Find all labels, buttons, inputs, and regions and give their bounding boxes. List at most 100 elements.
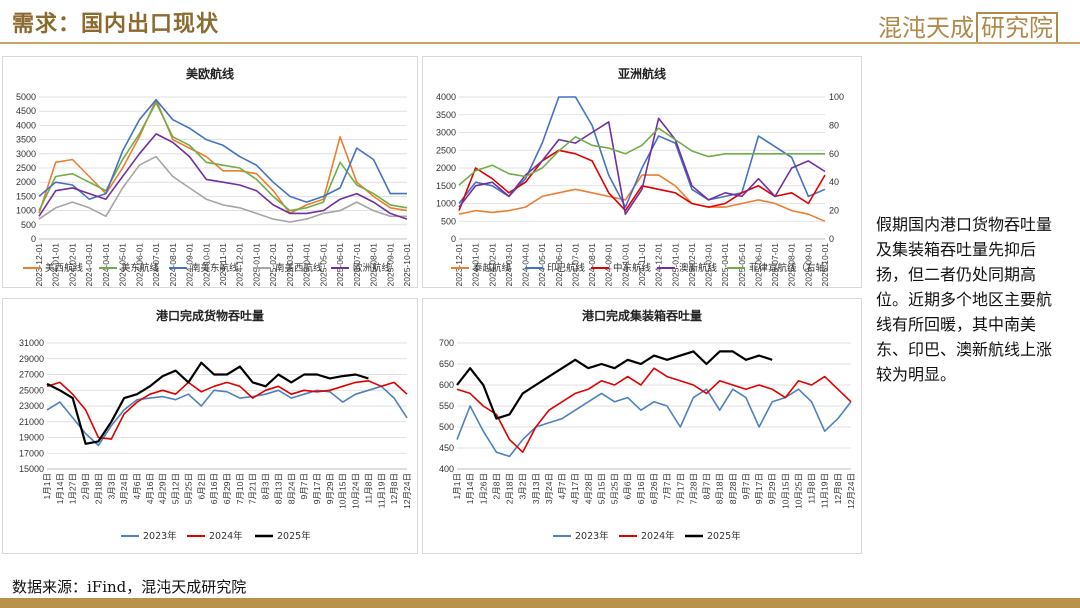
- x-tick-label: 5月12日: [171, 473, 181, 504]
- x-tick-label: 11月19日: [376, 473, 386, 508]
- legend-label: 2025年: [707, 530, 741, 542]
- x-tick-label: 12月8日: [389, 473, 399, 504]
- x-tick-label: 2024-10-01: [620, 243, 630, 287]
- y-tick-label: 3000: [16, 149, 36, 159]
- y-tick-label: 0: [451, 234, 456, 244]
- y-tick-label: 29000: [19, 354, 44, 364]
- x-tick-label: 3月24日: [544, 473, 554, 504]
- y-tick-label: 25000: [19, 385, 44, 395]
- series-line: [38, 101, 408, 212]
- x-tick-label: 4月29日: [158, 473, 168, 504]
- header-divider: [0, 42, 1080, 44]
- x-tick-label: 1月27日: [68, 473, 78, 504]
- y-tick-label: 4500: [16, 106, 36, 116]
- series-line: [458, 117, 826, 215]
- x-tick-label: 3月24日: [119, 473, 129, 504]
- series-line: [46, 361, 369, 445]
- x-tick-label: 2024-11-01: [218, 243, 228, 286]
- chart-svg: 0 500 1000 1500 2000 2500 3000 3500 4000 4500 5000…: [16, 92, 412, 287]
- legend-label: 南美西航线: [275, 262, 323, 274]
- chart-title: 美欧航线: [185, 67, 234, 81]
- x-tick-label: 4月6日: [132, 473, 142, 499]
- x-tick-label: 12月24日: [402, 473, 412, 509]
- y-tick-label: 3500: [16, 135, 36, 145]
- x-tick-label: 2025-02-01: [268, 243, 278, 287]
- y-tick-label: 5000: [16, 92, 36, 102]
- x-tick-label: 11月19日: [820, 473, 830, 508]
- y-tick-label: 500: [441, 216, 456, 226]
- chart-title: 亚洲航线: [617, 67, 666, 81]
- x-tick-label: 10月15日: [338, 473, 348, 509]
- x-tick-label: 2月9日: [81, 473, 91, 499]
- x-tick-label: 9月29日: [767, 473, 777, 504]
- y2-tick-label: 60: [829, 149, 839, 159]
- legend-label: 2024年: [209, 530, 243, 542]
- x-tick-label: 6月16日: [636, 473, 646, 504]
- x-tick-label: 2024-06-01: [134, 243, 144, 287]
- series-line: [458, 174, 826, 223]
- y-tick-label: 2500: [436, 145, 456, 155]
- x-tick-label: 8月3日: [261, 473, 271, 499]
- x-tick-label: 2025-04-01: [720, 243, 730, 287]
- footer-bar: [0, 598, 1080, 608]
- x-tick-label: 6月26日: [649, 473, 659, 504]
- x-tick-label: 2024-08-01: [168, 243, 178, 287]
- y-tick-label: 400: [439, 464, 454, 474]
- x-tick-label: 2025-07-01: [352, 243, 362, 287]
- y2-tick-label: 80: [829, 120, 839, 130]
- x-tick-label: 2025-10-01: [820, 243, 830, 287]
- y-tick-label: 2000: [436, 163, 456, 173]
- series-line: [456, 350, 773, 420]
- x-tick-label: 8月13日: [273, 473, 283, 504]
- x-tick-label: 6月2日: [196, 473, 206, 499]
- y-tick-label: 1500: [436, 181, 456, 191]
- y-tick-label: 2000: [16, 177, 36, 187]
- y-tick-label: 3500: [436, 110, 456, 120]
- y-tick-label: 450: [439, 443, 454, 453]
- series-line: [456, 367, 852, 453]
- x-tick-label: 7月21日: [248, 473, 258, 504]
- x-tick-label: 4月16日: [145, 473, 155, 504]
- x-tick-label: 1月1日: [42, 473, 52, 499]
- x-tick-label: 2025-05-01: [318, 243, 328, 287]
- x-tick-label: 2025-06-01: [753, 243, 763, 287]
- x-tick-label: 2024-12-01: [654, 243, 664, 287]
- commentary-text: 假期国内港口货物吞吐量及集装箱吞吐量先抑后扬，但二者仍处同期高位。近期多个地区主…: [876, 215, 1053, 384]
- series-line: [458, 96, 826, 208]
- y2-tick-label: 40: [829, 177, 839, 187]
- x-tick-label: 1月26日: [478, 473, 488, 504]
- x-tick-label: 2024-06-01: [554, 243, 564, 287]
- legend-label: 澳新航线: [679, 262, 718, 274]
- x-tick-label: 2024-07-01: [151, 243, 161, 287]
- x-tick-label: 2023-12-01: [454, 243, 464, 287]
- y2-tick-label: 100: [829, 92, 844, 102]
- x-tick-label: 6月6日: [623, 473, 633, 499]
- x-tick-label: 2025-02-01: [687, 243, 697, 287]
- x-tick-label: 2024-04-01: [521, 243, 531, 287]
- x-tick-label: 9月17日: [312, 473, 322, 504]
- y2-tick-label: 20: [829, 206, 839, 216]
- y-tick-label: 3000: [436, 128, 456, 138]
- chart-panel-asia: 亚洲航线 0 500 1000 1500 2000 2500 3000 3500 4000 0 20…: [422, 56, 862, 288]
- x-tick-label: 3月13日: [531, 473, 541, 504]
- x-tick-label: 2025-09-01: [385, 243, 395, 287]
- legend-label: 2024年: [641, 530, 675, 542]
- x-tick-label: 2025-07-01: [770, 243, 780, 287]
- x-tick-label: 3月2日: [518, 473, 528, 499]
- chart-panel-cargo: 港口完成货物吞吐量 15000 17000 19000 21000 23000 25000…: [2, 298, 418, 554]
- x-tick-label: 2025-09-01: [803, 243, 813, 287]
- x-tick-label: 2024-05-01: [118, 243, 128, 287]
- x-tick-label: 4月17日: [570, 473, 580, 504]
- series-line: [46, 385, 408, 447]
- y-tick-label: 650: [439, 359, 454, 369]
- x-tick-label: 5月25日: [183, 473, 193, 504]
- logo-text: 混沌天成: [878, 14, 974, 42]
- y-tick-label: 17000: [19, 448, 44, 458]
- x-tick-label: 7月28日: [688, 473, 698, 504]
- x-tick-label: 2024-09-01: [604, 243, 614, 287]
- series-line: [38, 133, 408, 220]
- y-tick-label: 1500: [16, 191, 36, 201]
- x-tick-label: 2024-08-01: [587, 243, 597, 287]
- legend-label: 2025年: [277, 530, 311, 542]
- x-tick-label: 2025-03-01: [285, 243, 295, 287]
